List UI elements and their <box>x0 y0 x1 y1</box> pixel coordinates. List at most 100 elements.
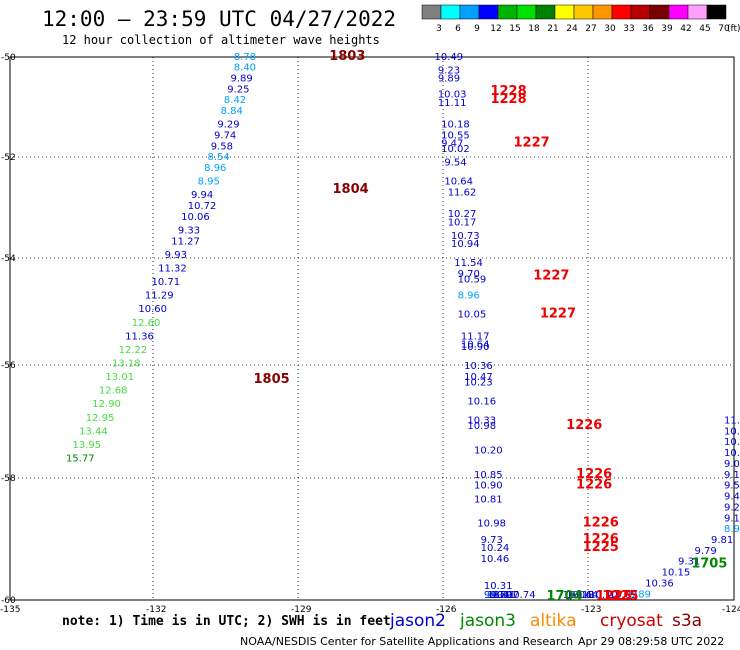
wave-height-label: 10.72 <box>188 201 217 212</box>
wave-height-label: 9.23 <box>724 502 740 513</box>
chart-subtitle: 12 hour collection of altimeter wave hei… <box>62 33 380 47</box>
wave-height-label: 10.90 <box>461 342 490 353</box>
wave-height-label: 10.46 <box>481 554 510 565</box>
pass-time-label: 1226 <box>576 478 612 493</box>
wave-height-label: 10.55 <box>441 130 470 141</box>
colorbar-label: 33 <box>623 24 634 34</box>
wave-height-label: 9.73 <box>481 535 503 546</box>
pass-time-label: 1705 <box>691 556 727 571</box>
wave-height-label: 12.22 <box>119 345 148 356</box>
wave-height-label: 10.04 <box>563 590 592 601</box>
colorbar-label: 45 <box>699 24 710 34</box>
colorbar-label: 9 <box>474 24 480 34</box>
wave-height-label: 12.60 <box>132 318 161 329</box>
colorbar-swatch <box>440 4 461 20</box>
wave-height-label: 9.64 <box>576 590 598 601</box>
colorbar-label: 42 <box>680 24 691 34</box>
wave-height-label: 10.64 <box>444 177 473 188</box>
wave-height-label: 9.93 <box>165 250 187 261</box>
wave-height-label: 8.42 <box>224 95 246 106</box>
wave-height-label: 9.94 <box>191 190 213 201</box>
colorbar-swatch <box>478 4 499 20</box>
pass-time-label: 1228 <box>490 84 526 99</box>
wave-height-label: 9.89 <box>230 73 252 84</box>
wave-height-label: 8.40 <box>234 63 256 74</box>
wave-height-label: 9.08 <box>724 459 740 470</box>
pass-time-label: 1226 <box>576 467 612 482</box>
wave-height-label: 12.90 <box>92 399 121 410</box>
wave-height-label: 10.98 <box>467 421 496 432</box>
wave-height-label: 12.68 <box>99 386 128 397</box>
wave-height-label: 10.24 <box>481 543 510 554</box>
colorbar-label: 15 <box>509 24 520 34</box>
wave-height-label: 10.33 <box>467 416 496 427</box>
wave-height-label: 10.60 <box>138 304 167 315</box>
wave-height-label: 8.89 <box>629 589 651 600</box>
pass-time-labels: 1803180418051228122812271227122712261226… <box>254 49 728 604</box>
colorbar-swatch <box>668 4 689 20</box>
pass-time-label: 1704 <box>546 589 582 604</box>
y-tick-label: -54 <box>1 254 16 264</box>
colorbar-label: 30 <box>604 24 616 34</box>
colorbar-label: 3 <box>436 24 442 34</box>
wave-height-label: 11.32 <box>158 263 187 274</box>
x-tick-label: -132 <box>146 605 166 615</box>
wave-height-label: 10.59 <box>458 274 487 285</box>
wave-height-label: 13.01 <box>105 372 134 383</box>
colorbar-label: 18 <box>528 24 540 34</box>
colorbar-label: 21 <box>547 24 558 34</box>
wave-height-label: 12.95 <box>86 413 115 424</box>
plot-frame <box>9 56 735 601</box>
wave-height-label: 9.74 <box>214 130 236 141</box>
wave-height-label: 9.54 <box>444 158 466 169</box>
colorbar-swatch <box>535 4 556 20</box>
colorbar-swatch <box>649 4 670 20</box>
wave-height-label: 10.27 <box>448 209 477 220</box>
pass-time-label: 1228 <box>490 92 526 107</box>
grid-lines <box>10 57 734 600</box>
wave-height-label: 10.90 <box>474 481 503 492</box>
colorbar-swatch <box>592 4 613 20</box>
legend-s3a: s3a <box>672 611 702 631</box>
wave-height-label: 11.1 <box>724 416 740 427</box>
wave-height-label: 11.11 <box>487 590 516 601</box>
wave-height-label: 9.23 <box>438 65 460 76</box>
wave-height-label: 10.31 <box>484 581 513 592</box>
colorbar-swatch <box>421 4 442 20</box>
wave-height-label: 9.29 <box>217 120 239 131</box>
wave-height-label: 9.58 <box>211 141 233 152</box>
wave-height-label: 11.29 <box>145 291 174 302</box>
wave-height-label: 11.36 <box>125 331 154 342</box>
colorbar-label: 12 <box>490 24 501 34</box>
wave-height-label: 10.13 <box>566 590 595 601</box>
colorbar-swatch <box>630 4 651 20</box>
colorbar-swatch <box>573 4 594 20</box>
wave-height-label: 8.96 <box>204 163 226 174</box>
wave-height-label: 11.54 <box>454 258 483 269</box>
x-tick-label: -124 <box>722 605 740 615</box>
colorbar-label: 36 <box>642 24 654 34</box>
x-tick-label: -126 <box>436 605 457 615</box>
wave-height-label: 10.23 <box>464 378 493 389</box>
wave-height-label: 9.89 <box>438 73 460 84</box>
wave-height-label: 8.91 <box>487 590 509 601</box>
wave-height-label: 10.17 <box>724 448 740 459</box>
colorbar-swatch <box>706 4 727 20</box>
wave-height-label: 10.18 <box>441 120 470 131</box>
wave-height-label: 9.94 <box>487 590 509 601</box>
wave-height-label: 10.36 <box>645 578 674 589</box>
pass-time-label: 1225 <box>583 540 619 555</box>
wave-height-label: 15.77 <box>66 454 95 465</box>
colorbar-unit: (ft) <box>727 24 740 34</box>
colorbar-swatch <box>459 4 480 20</box>
colorbar-label: 70 <box>718 24 730 34</box>
x-tick-label: -129 <box>291 605 312 615</box>
colorbar-swatch <box>516 4 537 20</box>
wave-height-label: 10.15 <box>662 568 691 579</box>
wave-height-label: 9.25 <box>227 84 249 95</box>
wave-height-label: 9.18 <box>724 470 740 481</box>
footer-timestamp: Apr 29 08:29:58 UTC 2022 <box>578 635 724 648</box>
colorbar-label: 39 <box>661 24 673 34</box>
footer-note: note: 1) Time is in UTC; 2) SWH is in fe… <box>62 614 391 629</box>
